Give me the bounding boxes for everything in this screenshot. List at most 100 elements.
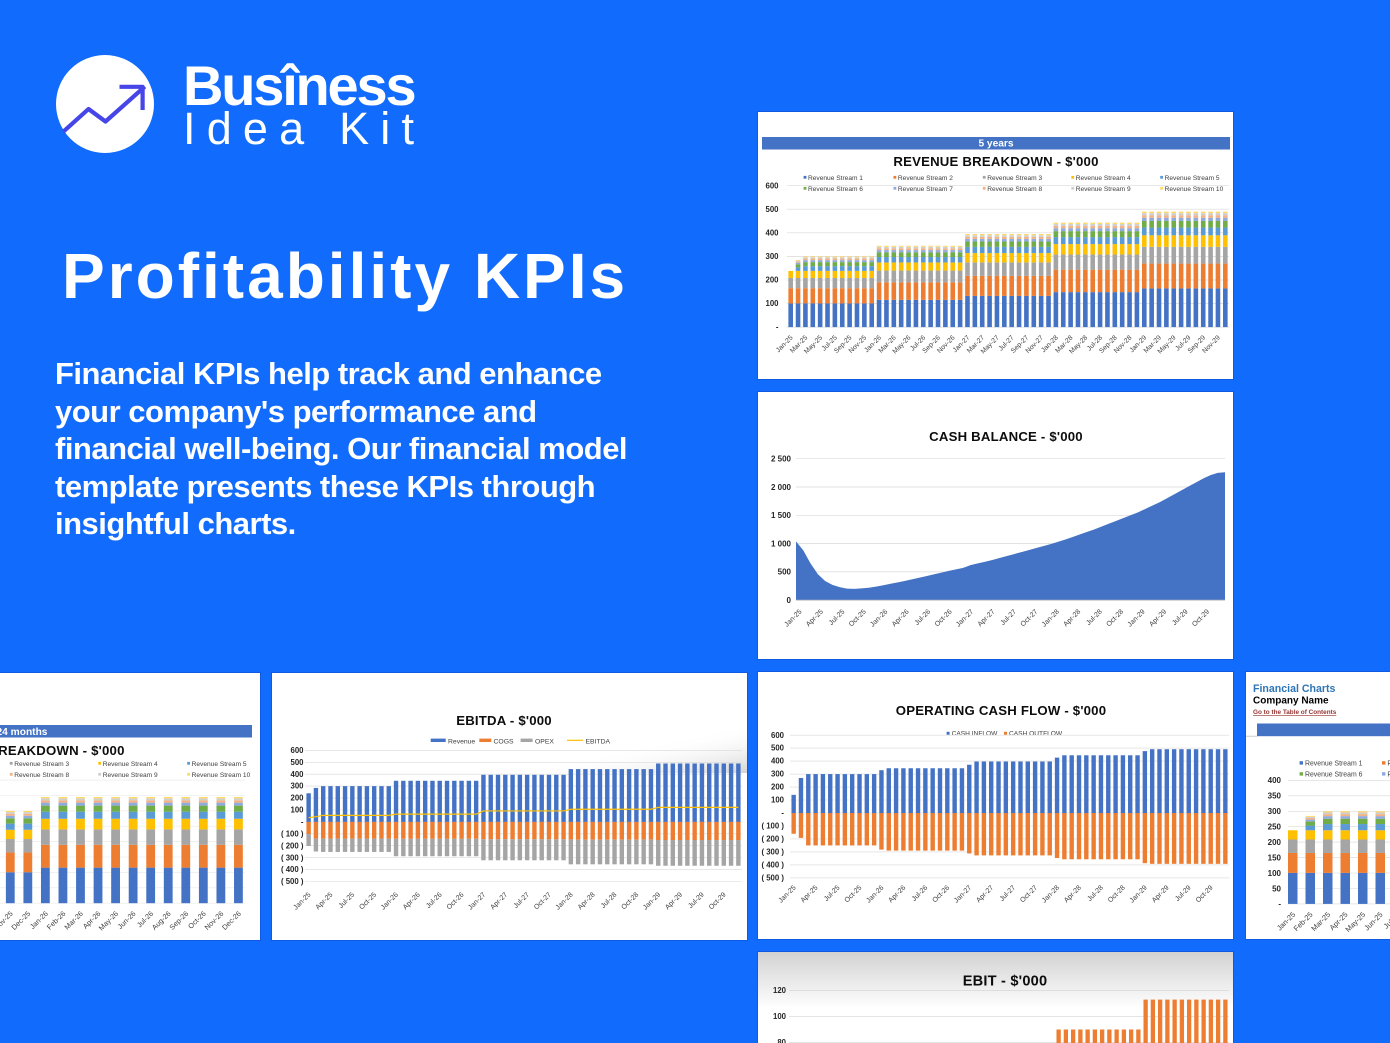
svg-text:Jun-25: Jun-25: [1362, 910, 1384, 932]
svg-text:Jul-27: Jul-27: [999, 884, 1018, 903]
svg-text:Jul-29: Jul-29: [687, 891, 706, 910]
svg-text:Sep-26: Sep-26: [167, 909, 190, 932]
svg-text:Jan-26: Jan-26: [869, 608, 889, 628]
svg-text:Jul-26: Jul-26: [425, 891, 444, 910]
svg-text:Jul-26: Jul-26: [911, 884, 930, 903]
svg-text:( 300 ): ( 300 ): [761, 848, 784, 857]
svg-text:Jan-27: Jan-27: [467, 891, 487, 911]
svg-text:Revenue Stream 10: Revenue Stream 10: [192, 772, 251, 779]
svg-text:Oct-29: Oct-29: [1191, 608, 1211, 628]
svg-text:( 200 ): ( 200 ): [761, 835, 784, 844]
svg-text:Jul-27: Jul-27: [1000, 608, 1019, 627]
svg-text:-: -: [776, 323, 779, 332]
svg-text:Oct-27: Oct-27: [1020, 608, 1040, 628]
svg-text:( 300 ): ( 300 ): [281, 853, 304, 862]
svg-text:Revenue Stream 1: Revenue Stream 1: [808, 175, 863, 182]
svg-text:( 400 ): ( 400 ): [281, 865, 304, 874]
svg-text:Feb-26: Feb-26: [45, 909, 67, 931]
svg-text:Revenue Stream 8: Revenue Stream 8: [14, 772, 69, 779]
svg-text:100: 100: [290, 806, 304, 815]
svg-text:Jan-29: Jan-29: [1129, 884, 1149, 904]
svg-text:OPEX: OPEX: [535, 739, 554, 746]
svg-text:200: 200: [765, 276, 779, 285]
svg-text:Apr-29: Apr-29: [664, 891, 684, 911]
svg-text:Revenue Stream 10: Revenue Stream 10: [1165, 186, 1224, 193]
svg-text:EBIT - $'000: EBIT - $'000: [963, 974, 1048, 990]
svg-text:( 100 ): ( 100 ): [281, 829, 304, 838]
svg-text:-: -: [781, 809, 784, 818]
svg-text:500: 500: [771, 744, 785, 753]
svg-text:Revenue: Revenue: [448, 739, 475, 746]
svg-text:Apr-28: Apr-28: [577, 891, 597, 911]
svg-text:Revenue Stream 1: Revenue Stream 1: [1305, 761, 1363, 768]
svg-text:Oct-28: Oct-28: [1105, 608, 1125, 628]
svg-text:100: 100: [773, 1012, 787, 1021]
svg-text:1 500: 1 500: [771, 511, 792, 520]
svg-text:Oct-25: Oct-25: [844, 884, 864, 904]
svg-text:Jan-28: Jan-28: [1041, 608, 1061, 628]
svg-text:Jul-25: Jul-25: [338, 891, 357, 910]
svg-text:Apr-27: Apr-27: [975, 884, 995, 904]
svg-text:100: 100: [1268, 869, 1282, 878]
svg-text:Oct-28: Oct-28: [621, 891, 641, 911]
svg-text:300: 300: [1268, 807, 1282, 816]
svg-text:-: -: [301, 818, 304, 827]
svg-text:Revenue Stream 2: Revenue Stream 2: [1387, 761, 1390, 768]
svg-text:Jan-26: Jan-26: [380, 891, 400, 911]
svg-text:80: 80: [777, 1038, 786, 1043]
svg-text:500: 500: [778, 568, 792, 577]
svg-text:REVENUE BREAKDOWN - $'000: REVENUE BREAKDOWN - $'000: [0, 743, 125, 758]
svg-text:Revenue Stream 9: Revenue Stream 9: [1076, 186, 1131, 193]
svg-text:Jul-28: Jul-28: [600, 891, 619, 910]
svg-text:May-25: May-25: [1343, 910, 1367, 934]
svg-text:Revenue Stream 4: Revenue Stream 4: [103, 761, 158, 768]
svg-text:Jan-25: Jan-25: [292, 891, 312, 911]
svg-text:Jan-27: Jan-27: [953, 884, 973, 904]
svg-text:Jul-25: Jul-25: [1382, 910, 1390, 931]
svg-text:Oct-26: Oct-26: [446, 891, 466, 911]
svg-text:1 000: 1 000: [771, 539, 792, 548]
svg-text:300: 300: [771, 770, 785, 779]
svg-text:( 100 ): ( 100 ): [761, 822, 784, 831]
svg-text:-: -: [1278, 900, 1281, 909]
svg-text:200: 200: [771, 783, 785, 792]
svg-text:Apr-25: Apr-25: [800, 884, 820, 904]
svg-text:400: 400: [1268, 776, 1282, 785]
svg-text:Revenue Stream 7: Revenue Stream 7: [1387, 772, 1390, 779]
svg-text:Mar-26: Mar-26: [62, 909, 84, 931]
svg-text:Jan-25: Jan-25: [783, 608, 803, 628]
svg-text:( 500 ): ( 500 ): [281, 877, 304, 886]
svg-text:Apr-26: Apr-26: [402, 891, 422, 911]
svg-text:Company Name: Company Name: [1253, 696, 1329, 707]
svg-text:2 000: 2 000: [771, 483, 792, 492]
svg-text:Revenue Stream 9: Revenue Stream 9: [103, 772, 158, 779]
svg-text:CASH OUTFLOW: CASH OUTFLOW: [1009, 731, 1063, 738]
svg-text:500: 500: [765, 205, 779, 214]
svg-text:( 200 ): ( 200 ): [281, 841, 304, 850]
svg-text:CASH BALANCE - $'000: CASH BALANCE - $'000: [929, 429, 1083, 444]
svg-text:600: 600: [290, 746, 304, 755]
svg-text:Jan-25: Jan-25: [778, 884, 798, 904]
svg-text:Apr-25: Apr-25: [315, 891, 335, 911]
svg-text:Oct-28: Oct-28: [1107, 884, 1127, 904]
svg-text:Revenue Stream 4: Revenue Stream 4: [1076, 175, 1131, 182]
svg-text:350: 350: [1268, 792, 1282, 801]
svg-text:COGS: COGS: [494, 739, 514, 746]
svg-text:Jul-28: Jul-28: [1086, 884, 1105, 903]
svg-text:Oct-29: Oct-29: [708, 891, 728, 911]
svg-text:( 400 ): ( 400 ): [761, 861, 784, 870]
svg-text:Oct-27: Oct-27: [533, 891, 553, 911]
svg-text:Jul-29: Jul-29: [1171, 608, 1190, 627]
svg-text:Oct-26: Oct-26: [931, 884, 951, 904]
svg-text:Apr-27: Apr-27: [489, 891, 509, 911]
svg-text:Jul-25: Jul-25: [828, 608, 847, 627]
svg-text:Go to the Table of Contents: Go to the Table of Contents: [1253, 709, 1337, 716]
svg-text:Revenue Stream 2: Revenue Stream 2: [898, 175, 953, 182]
svg-text:Oct-25: Oct-25: [358, 891, 378, 911]
svg-text:Revenue Stream 7: Revenue Stream 7: [898, 186, 953, 193]
svg-text:Oct-26: Oct-26: [934, 608, 954, 628]
svg-text:Dec-25: Dec-25: [9, 909, 32, 932]
svg-text:Dec-26: Dec-26: [220, 909, 243, 932]
svg-text:200: 200: [290, 794, 304, 803]
svg-text:Jul-28: Jul-28: [1085, 608, 1104, 627]
